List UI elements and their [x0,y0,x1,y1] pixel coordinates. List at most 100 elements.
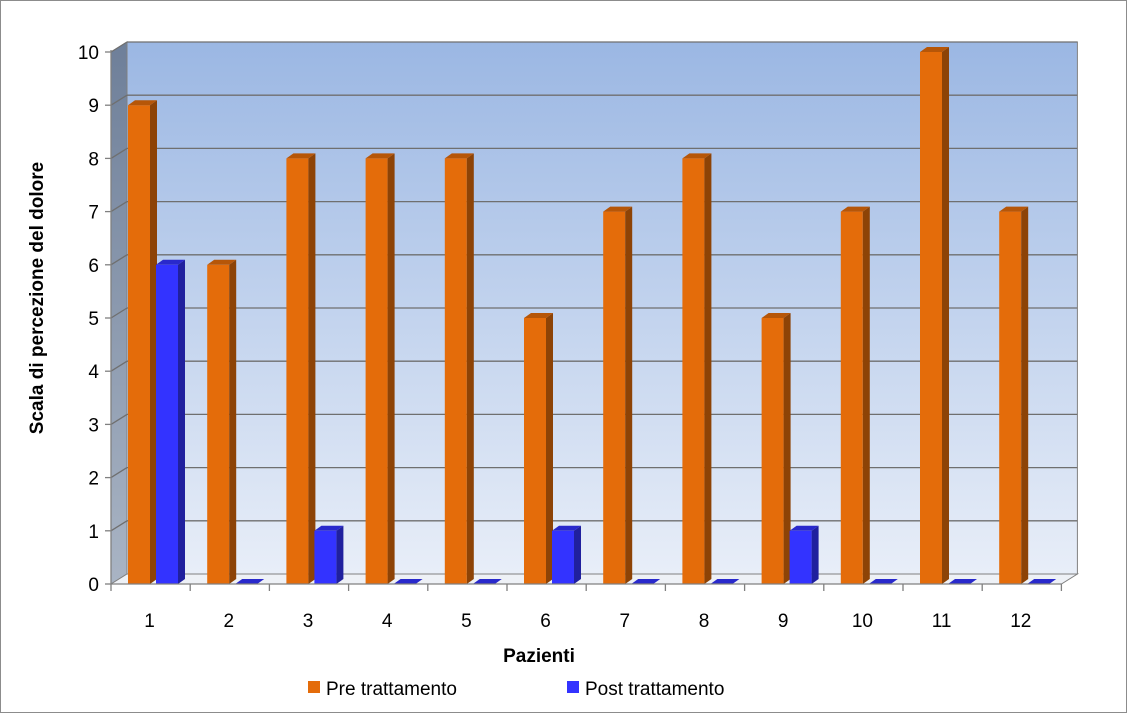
bar-top [789,525,819,531]
bar-post-10 [868,579,898,584]
bar-side [811,525,819,584]
x-tick-label: 12 [1010,611,1031,632]
bar-front [524,318,546,584]
bar-top [207,259,237,265]
gridline-side [110,413,128,425]
x-tick-label: 1 [144,611,155,632]
gridline-side [110,360,128,372]
bar-front [128,105,150,584]
y-axis-title: Scala di percezione del dolore [27,162,48,434]
bar-pre-3 [286,153,316,584]
bar-side [1021,206,1029,584]
bar-side [704,153,712,584]
x-tick-label: 6 [540,611,551,632]
bar-top [682,153,712,159]
bar-pre-4 [365,153,395,584]
bar-top [314,525,344,531]
y-tick-label: 3 [88,415,99,436]
y-tick-label: 10 [78,43,99,64]
bar-pre-7 [603,206,633,584]
y-tick-label: 6 [88,256,99,277]
gridline-side [110,307,128,319]
gridlines [110,41,1078,532]
bar-side [574,525,581,584]
legend-label-pre: Pre trattamento [326,679,457,700]
legend-swatch-pre [308,681,320,693]
bar-top [472,579,502,584]
bar-front [789,530,812,584]
bar-side [150,100,157,584]
bar-post-7 [631,579,661,584]
bar-side [625,206,633,584]
bar-top [156,259,185,265]
legend: Pre trattamento Post trattamento [308,679,724,700]
y-tick-label: 8 [88,149,99,170]
bar-post-5 [472,579,502,584]
gridline-side [110,254,128,266]
bar-top [128,100,157,106]
x-tick-label: 10 [852,611,873,632]
y-tick-label: 0 [88,575,99,596]
bar-front [603,211,626,584]
bar-top [286,153,316,159]
bar-side [942,47,949,584]
bar-front [920,52,942,584]
bar-side [178,259,185,584]
gridline-side [110,94,128,106]
bar-pre-6 [524,313,553,584]
bar-front [761,318,784,584]
x-tick-label: 4 [382,611,393,632]
x-tick-label: 8 [699,611,710,632]
bar-front [552,530,574,584]
bar-top [393,579,423,584]
y-tick-label: 5 [88,309,99,330]
bar-pre-1 [128,100,157,584]
bar-side [308,153,316,584]
bar-side [783,313,791,584]
bar-top [235,579,265,584]
bar-pre-11 [920,47,949,584]
x-tick-label: 3 [303,611,314,632]
bar-pre-2 [207,259,237,584]
bar-front [999,211,1022,584]
bar-side [862,206,870,584]
bar-post-11 [948,579,977,584]
bar-front [314,530,337,584]
bar-top [840,206,870,212]
bar-front [365,158,388,584]
bar-top [444,153,474,159]
gridline-side [110,520,128,532]
bar-post-4 [393,579,423,584]
bar-pre-9 [761,313,791,584]
bar-side [336,525,344,584]
bar-top [524,313,553,318]
x-tick-label: 9 [778,611,789,632]
gridline-side [110,41,128,53]
gridline-side [110,467,128,479]
bar-pre-8 [682,153,712,584]
bar-pre-5 [444,153,474,584]
x-tick-label: 5 [461,611,472,632]
x-tick-label: 11 [932,611,952,632]
bar-post-6 [552,525,581,584]
bar-top [631,579,661,584]
bar-front [444,158,467,584]
bar-top [761,313,791,318]
bars-layer [128,47,1057,584]
bar-front [156,264,178,584]
bar-post-12 [1027,579,1057,584]
bar-front [207,264,230,584]
bar-post-8 [710,579,740,584]
axes [105,50,1063,591]
bar-post-9 [789,525,819,584]
bar-top [552,525,581,531]
bar-top [365,153,395,159]
bar-top [868,579,898,584]
x-tick-label: 7 [620,611,631,632]
bar-side [466,153,474,584]
y-tick-labels: 0 1 2 3 4 5 6 7 8 9 10 [78,43,100,596]
bar-pre-10 [840,206,870,584]
bar-top [603,206,633,212]
gridline-side [110,201,128,213]
